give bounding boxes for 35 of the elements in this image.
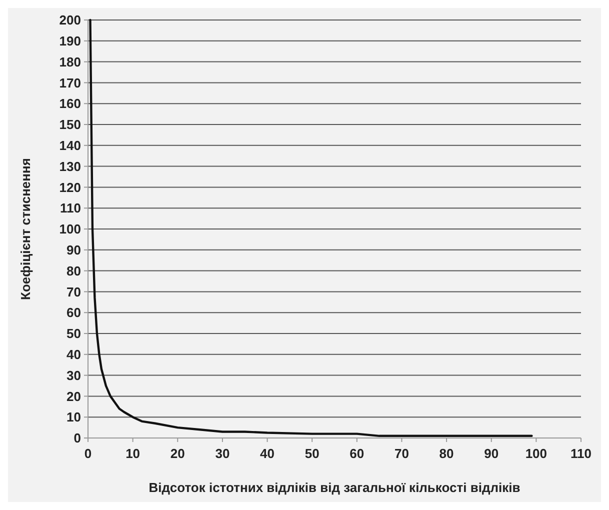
y-tick-label: 10 xyxy=(66,410,81,425)
y-tick-label: 150 xyxy=(59,117,81,132)
y-axis-title: Коефіцієнт стиснення xyxy=(18,158,33,300)
y-tick-label: 160 xyxy=(59,96,81,112)
y-tick-label: 180 xyxy=(59,54,81,70)
y-tick-label: 170 xyxy=(59,75,81,90)
y-tick-label: 90 xyxy=(66,242,81,258)
x-tick-label: 50 xyxy=(304,446,320,461)
y-tick-label: 120 xyxy=(59,180,81,195)
x-tick-label: 10 xyxy=(126,446,140,461)
x-tick-label: 60 xyxy=(350,446,364,461)
y-tick-label: 200 xyxy=(59,12,81,28)
x-tick-label: 80 xyxy=(439,446,454,461)
y-tick-label: 40 xyxy=(66,346,81,362)
x-tick-label: 40 xyxy=(260,446,275,461)
y-tick-label: 60 xyxy=(66,305,81,320)
x-tick-label: 100 xyxy=(525,446,548,461)
y-tick-label: 50 xyxy=(66,326,81,342)
y-tick-label: 20 xyxy=(66,388,81,404)
y-tick-label: 130 xyxy=(59,158,81,174)
y-tick-label: 110 xyxy=(60,200,81,216)
x-tick-label: 90 xyxy=(484,446,499,461)
x-tick-label: 70 xyxy=(394,446,409,461)
x-tick-label: 30 xyxy=(215,446,230,461)
y-tick-label: 80 xyxy=(66,263,81,278)
x-axis-title: Відсоток істотних відліків від загальної кількості відліків xyxy=(148,480,520,495)
y-tick-label: 100 xyxy=(59,222,81,237)
y-tick-label: 140 xyxy=(59,138,81,153)
y-tick-label: 0 xyxy=(74,430,81,446)
y-tick-label: 30 xyxy=(66,368,81,383)
x-tick-label: 20 xyxy=(170,446,185,461)
x-tick-label: 110 xyxy=(570,446,592,461)
y-tick-label: 190 xyxy=(59,33,81,48)
y-tick-label: 70 xyxy=(66,284,81,300)
x-tick-label: 0 xyxy=(84,446,92,461)
